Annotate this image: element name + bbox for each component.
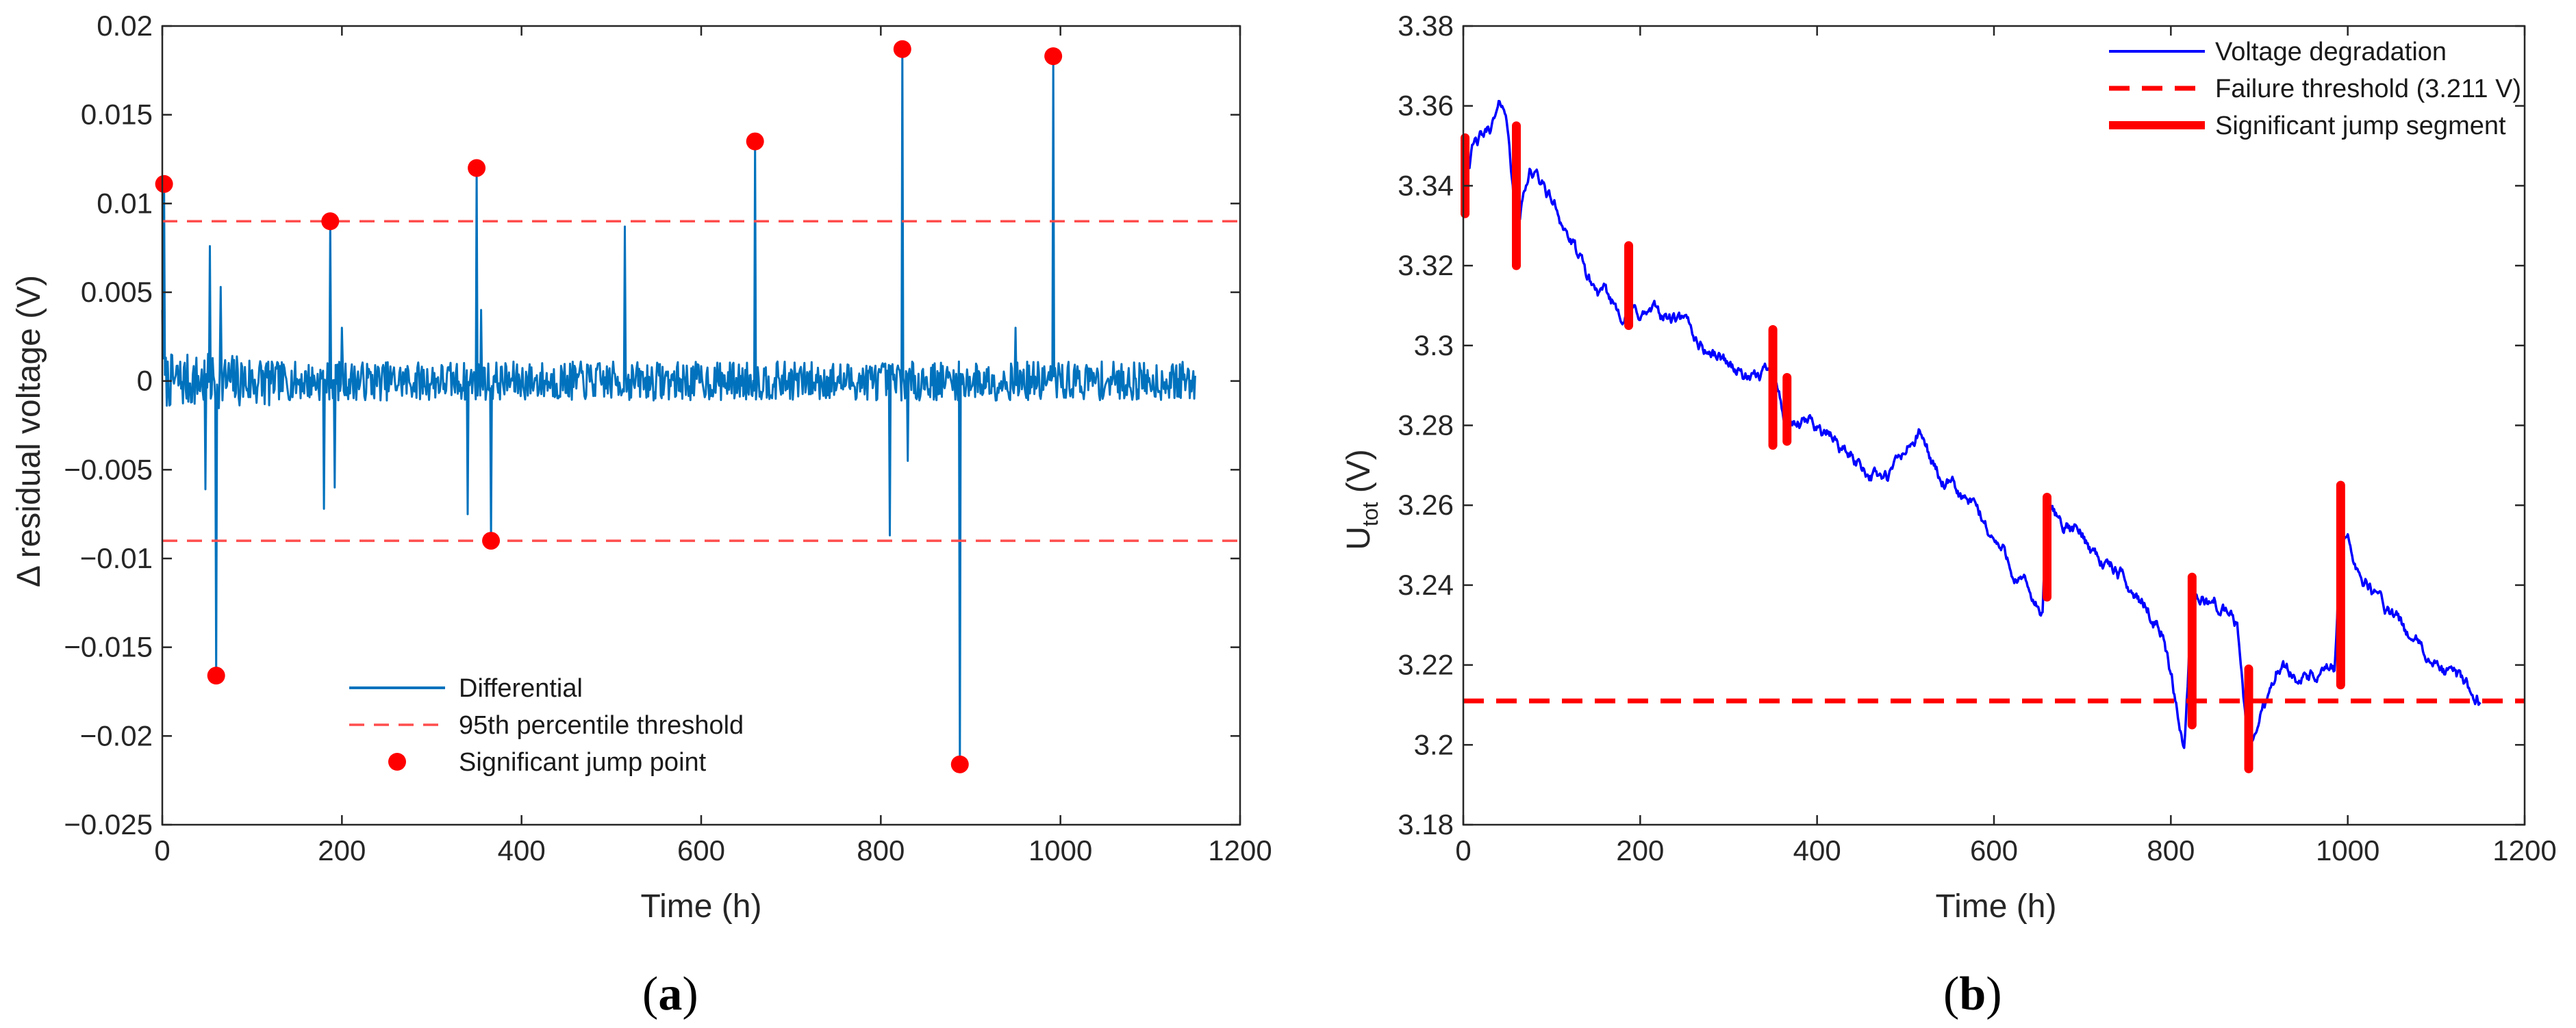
legend-entry-label: Voltage degradation [2215,38,2447,66]
panel-a-x-tick-label: 1000 [1028,834,1092,866]
panel-b-y-tick-label: 3.34 [1398,169,1454,201]
significant-jump-point-marker [207,667,225,685]
legend-entry-label: Differential [459,674,583,703]
panel-a-y-tick-label: −0.015 [64,631,153,663]
legend-entry-label: 95th percentile threshold [459,711,744,740]
panel-b-plot-area [1461,99,2525,773]
panel-b-y-tick-label: 3.36 [1398,90,1454,122]
panel-b-axes-box [1462,25,2526,826]
legend-entry-label: Significant jump point [459,748,707,777]
panel-a-y-tick-label: 0 [137,365,153,397]
panel-a-x-tick-label: 0 [154,834,170,866]
panel-a-x-tick-label: 1200 [1208,834,1272,866]
differential-series-line [161,48,1196,766]
significant-jump-point-marker [482,532,501,550]
panel-a-y-tick-label: 0.015 [81,99,153,131]
panel-a-y-tick-label: −0.025 [64,808,153,840]
panel-b-x-tick-label: 0 [1455,834,1471,866]
panel-b-axes: 0 200 400 600 800 1000 1200 3.18 3.2 3.22 3.24 3.26… [1398,10,2556,866]
panel-b-y-axis-label: Utot (V) [1341,449,1382,550]
panel-a-x-tick-label: 200 [318,834,366,866]
panel-b-legend: Voltage degradation Failure threshold (3.… [2109,38,2521,140]
panel-a-y-tick-label: 0.005 [81,276,153,308]
significant-jump-point-marker [950,755,969,773]
panel-b-y-tick-label: 3.28 [1398,409,1454,441]
panel-b-y-tick-label: 3.38 [1398,10,1454,42]
panel-b-y-tick-label: 3.2 [1414,728,1454,760]
panel-b-x-tick-label: 1200 [2492,834,2556,866]
legend-jump-point-swatch [388,753,406,771]
significant-jump-point-marker [893,40,911,58]
panel-b-x-tick-label: 800 [2147,834,2195,866]
panel-b-x-tick-label: 600 [1970,834,2018,866]
legend-entry-label: Failure threshold (3.211 V) [2215,75,2521,103]
legend-entry-label: Significant jump segment [2215,112,2506,140]
panel-b-y-tick-label: 3.3 [1414,329,1454,361]
panel-a-caption: (a) [642,968,698,1020]
panel-a-x-tick-label: 800 [857,834,905,866]
panel-a-x-axis-label: Time (h) [641,888,762,925]
panel-a-y-tick-label: 0.01 [97,187,153,219]
significant-jump-point-marker [1044,47,1063,66]
panel-a-y-axis-label: Δ residual voltage (V) [11,275,47,587]
panel-b-x-tick-label: 400 [1793,834,1841,866]
significant-jump-point-marker [746,132,764,151]
significant-jump-point-marker [321,212,340,231]
panel-a-plot-area [155,40,1240,773]
panel-b-caption: (b) [1943,968,2002,1020]
panel-a-y-tick-label: −0.005 [64,453,153,485]
significant-jump-point-marker [155,175,173,193]
panel-a-y-tick-label: −0.01 [80,542,153,574]
panel-a-axes: 0 200 400 600 800 1000 1200 −0.025 −0.02 −0.015 −0… [64,10,1272,866]
significant-jump-point-marker [468,159,486,177]
panel-b-x-axis-label: Time (h) [1936,888,2057,925]
panel-b-x-tick-label: 200 [1616,834,1664,866]
panel-a-x-tick-label: 400 [498,834,546,866]
panel-b-y-tick-label: 3.22 [1398,649,1454,681]
panel-b-chart: 0 200 400 600 800 1000 1200 3.18 3.2 3.22 3.24 3.26… [1341,10,2557,1020]
panel-b-y-tick-label: 3.18 [1398,808,1454,840]
panel-a-x-tick-label: 600 [677,834,725,866]
panel-a-chart: 0 200 400 600 800 1000 1200 −0.025 −0.02 −0.015 −0… [11,10,1272,1020]
panel-a-legend: Differential 95th percentile threshold Sig… [349,674,744,777]
voltage-degradation-line [1462,99,2482,749]
panel-b-y-tick-label: 3.24 [1398,569,1454,601]
panel-a-y-tick-label: −0.02 [80,719,153,751]
panel-b-x-tick-label: 1000 [2316,834,2379,866]
panel-b-y-tick-label: 3.26 [1398,489,1454,521]
panel-a-y-tick-label: 0.02 [97,10,153,42]
panel-b-y-tick-label: 3.32 [1398,249,1454,281]
